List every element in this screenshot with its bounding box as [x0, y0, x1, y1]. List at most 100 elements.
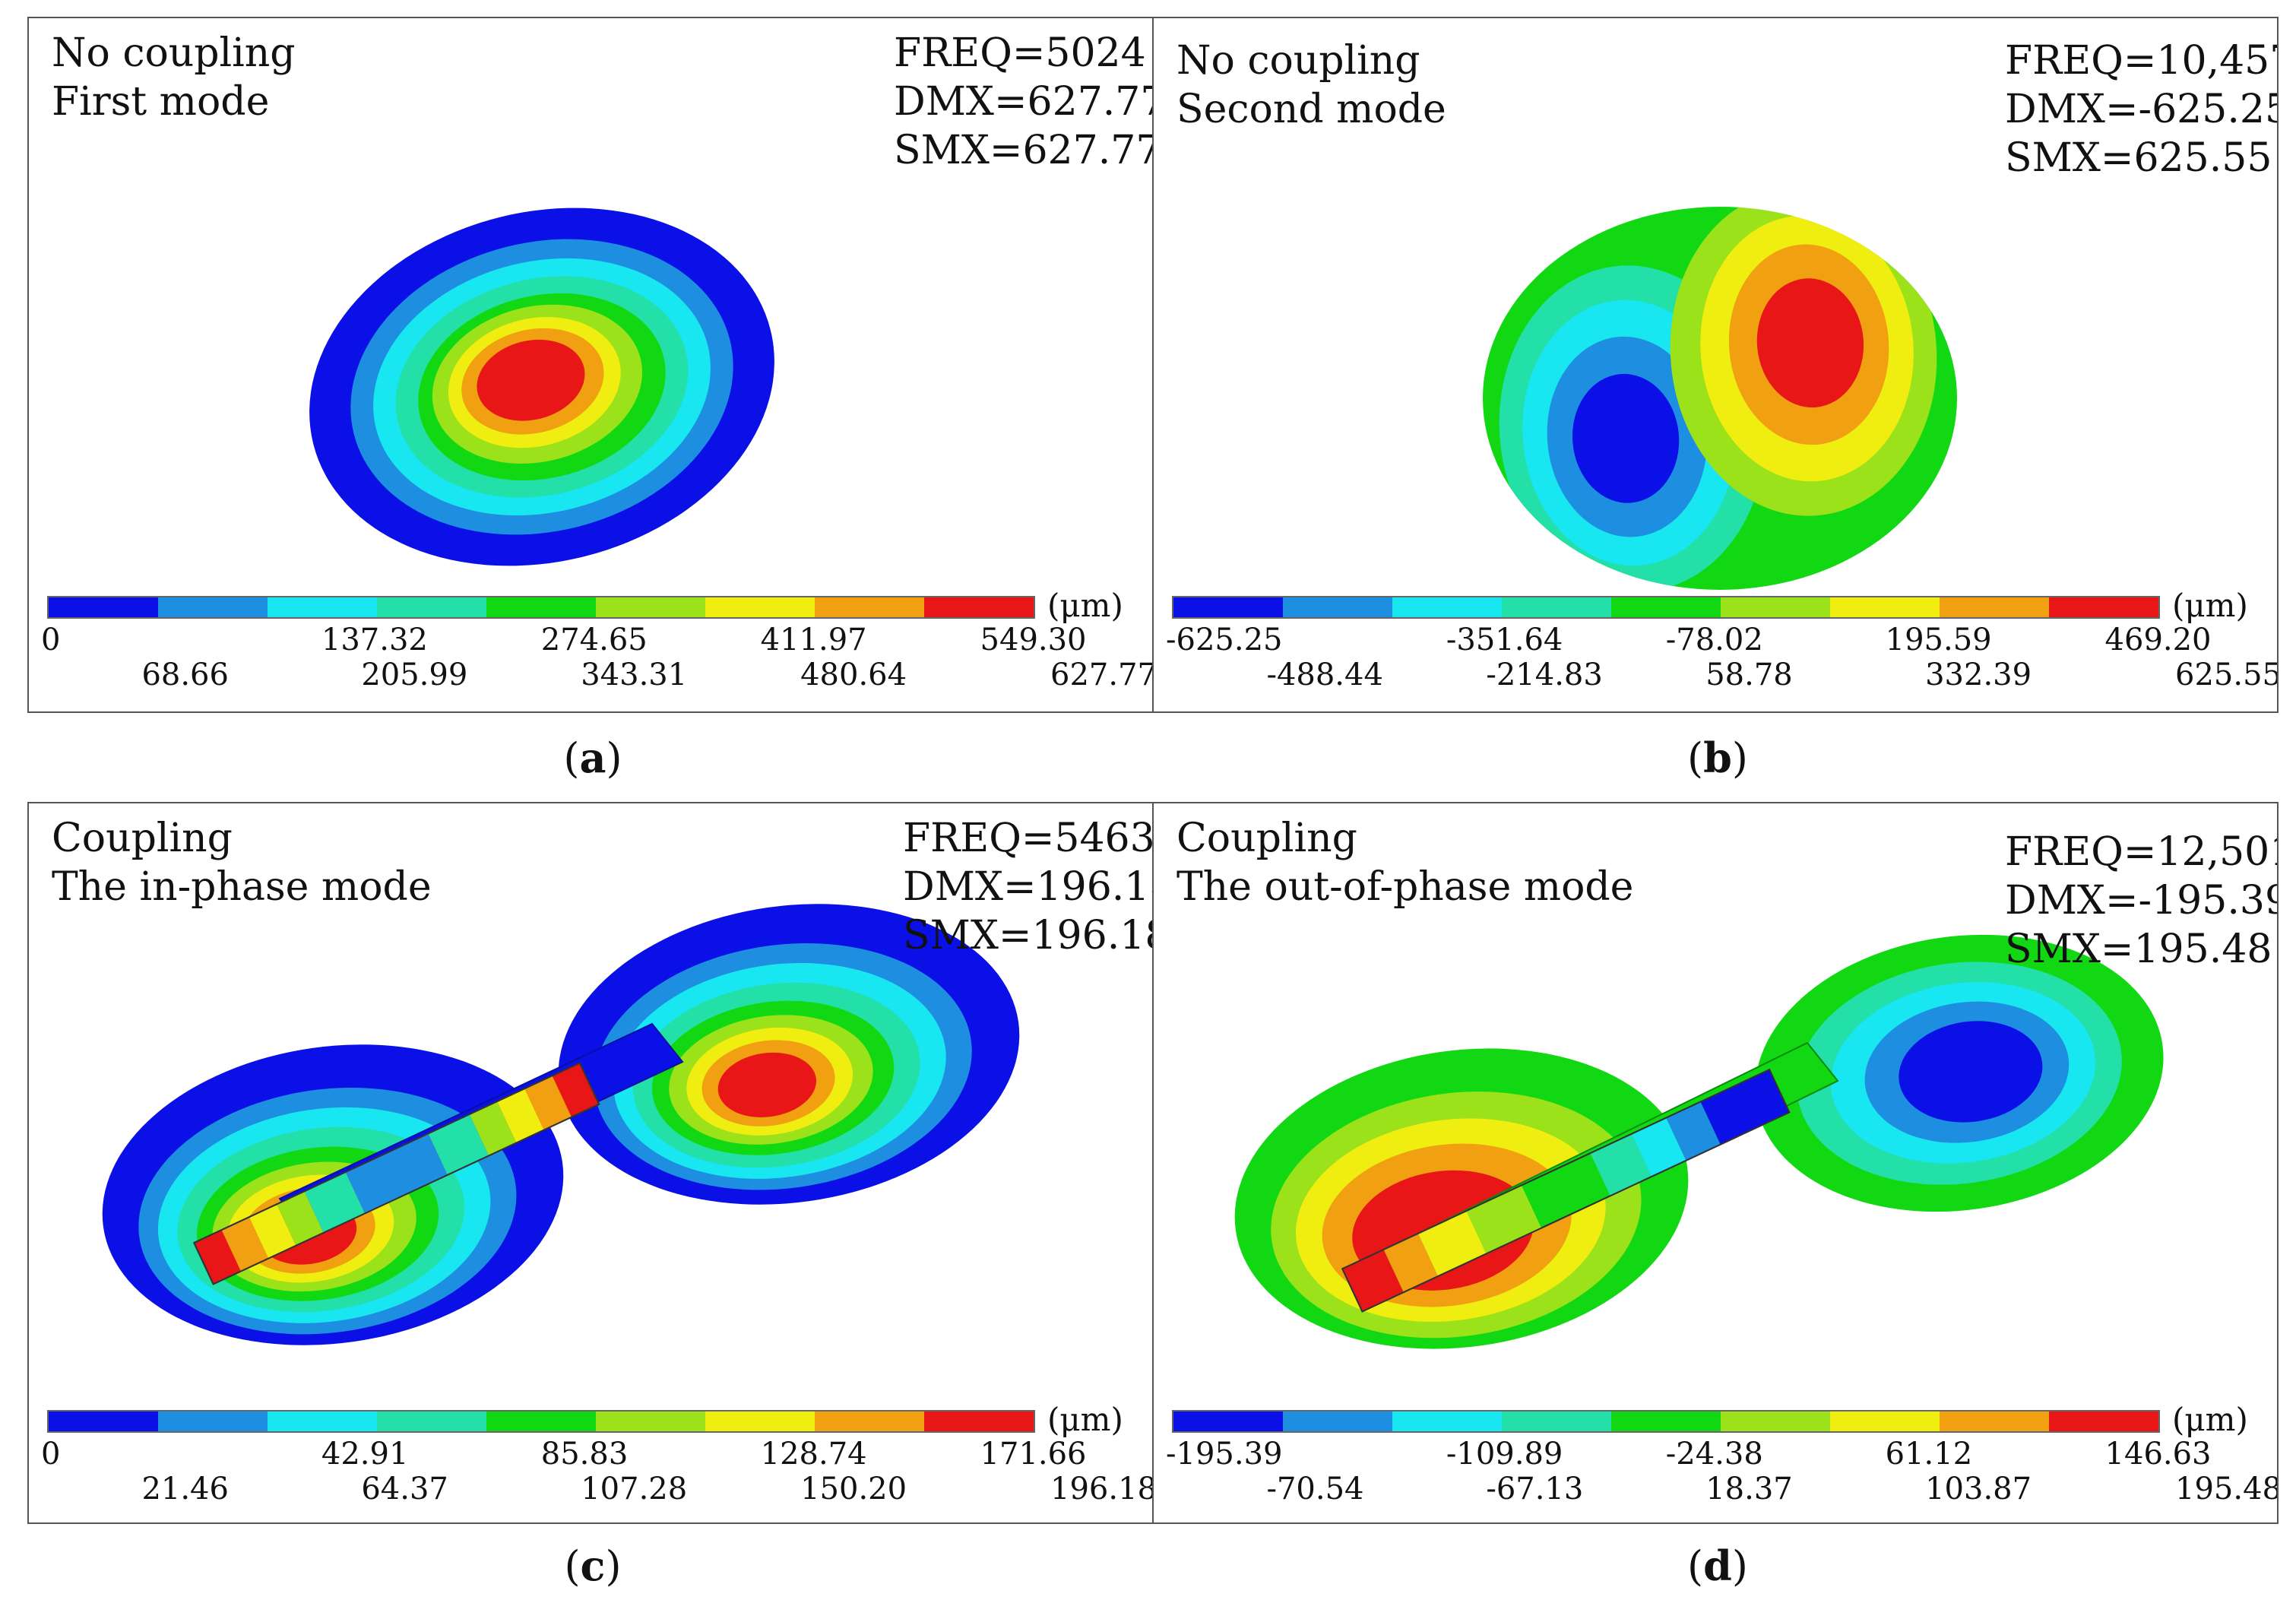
- panel-b-unit: (μm): [2172, 587, 2248, 624]
- colorbar-segment-9: [2049, 597, 2158, 617]
- colorbar-segment-7: [1830, 597, 1940, 617]
- panel-b-second-mode: No coupling Second mode FREQ=10,457 DMX=…: [1152, 17, 2279, 713]
- tick-label-top: -351.64: [1446, 623, 1563, 657]
- colorbar-segment-5: [486, 1411, 596, 1431]
- colorbar-segment-3: [268, 1411, 377, 1431]
- panel-a-smx: SMX=627.77: [894, 128, 1154, 173]
- tick-label-bottom: -67.13: [1486, 1472, 1584, 1507]
- panel-d-dmx: DMX=-195.39: [2005, 878, 2279, 924]
- tick-label-bottom: 332.39: [1925, 657, 2032, 692]
- colorbar-segment-3: [268, 597, 377, 617]
- colorbar-segment-5: [486, 597, 596, 617]
- tick-label-bottom: -70.54: [1266, 1472, 1364, 1507]
- tick-label-bottom: -214.83: [1486, 657, 1603, 692]
- tick-label-bottom: 107.28: [581, 1472, 688, 1507]
- panel-a-colorbar: [47, 596, 1035, 619]
- tick-label-top: -78.02: [1665, 623, 1763, 657]
- tick-label-top: 274.65: [540, 623, 648, 657]
- panel-b-contour-plot: [1483, 207, 1957, 590]
- tick-label-bottom: 68.66: [141, 657, 229, 692]
- colorbar-segment-1: [1173, 1411, 1283, 1431]
- panel-a-first-mode: No coupling First mode FREQ=5024 DMX=627…: [27, 17, 1154, 713]
- contour-band-9: [477, 339, 585, 421]
- panel-a-title-line2: First mode: [52, 79, 270, 125]
- panel-d-colorbar: [1172, 1410, 2160, 1433]
- colorbar-segment-9: [924, 597, 1034, 617]
- contour-band-9: [1756, 278, 1864, 408]
- panel-b-freq: FREQ=10,457: [2005, 38, 2279, 84]
- panel-b-colorbar: [1172, 596, 2160, 619]
- panel-c-freq: FREQ=5463: [903, 816, 1154, 861]
- tick-label-top: 61.12: [1885, 1437, 1973, 1472]
- tick-label-top: 146.63: [2104, 1437, 2212, 1472]
- panel-d-smx: SMX=195.48: [2005, 927, 2272, 972]
- colorbar-segment-4: [1502, 1411, 1611, 1431]
- tick-label-top: -24.38: [1665, 1437, 1763, 1472]
- panel-c-title-line1: Coupling: [52, 816, 233, 861]
- panel-c-contour-plot: [102, 904, 1020, 1345]
- panel-c-unit: (μm): [1047, 1401, 1123, 1438]
- colorbar-segment-4: [1502, 597, 1611, 617]
- tick-label-bottom: 150.20: [800, 1472, 907, 1507]
- tick-label-top: 137.32: [321, 623, 428, 657]
- panel-a-contour-plot: [309, 208, 774, 566]
- colorbar-segment-9: [2049, 1411, 2158, 1431]
- colorbar-segment-3: [1392, 597, 1502, 617]
- tick-label-bottom: 627.77: [1050, 657, 1154, 692]
- colorbar-segment-2: [158, 1411, 268, 1431]
- colorbar-segment-8: [1940, 597, 2049, 617]
- caption-c: (c): [564, 1541, 622, 1590]
- tick-label-bottom: 480.64: [800, 657, 907, 692]
- tick-label-bottom: 64.37: [361, 1472, 448, 1507]
- caption-b: (b): [1687, 733, 1748, 782]
- panel-b-smx: SMX=625.55: [2005, 135, 2272, 181]
- panel-a-title-line1: No coupling: [52, 30, 296, 76]
- tick-label-top: 85.83: [540, 1437, 629, 1472]
- tick-label-top: 128.74: [760, 1437, 867, 1472]
- panel-c-colorbar: [47, 1410, 1035, 1433]
- colorbar-segment-1: [1173, 597, 1283, 617]
- colorbar-segment-1: [49, 1411, 158, 1431]
- tick-label-top: 469.20: [2104, 623, 2212, 657]
- panel-d-out-of-phase-mode: Coupling The out-of-phase mode FREQ=12,5…: [1152, 802, 2279, 1524]
- panel-b-title-line1: No coupling: [1177, 38, 1420, 84]
- colorbar-segment-2: [1283, 597, 1392, 617]
- tick-label-bottom: 103.87: [1925, 1472, 2032, 1507]
- tick-label-top: 0: [41, 1437, 61, 1472]
- colorbar-segment-4: [377, 1411, 486, 1431]
- panel-c-title-line2: The in-phase mode: [52, 864, 432, 910]
- tick-label-top: 0: [41, 623, 61, 657]
- panel-a-freq: FREQ=5024: [894, 30, 1146, 76]
- tick-label-bottom: 196.18: [1050, 1472, 1154, 1507]
- panel-a-dmx: DMX=627.77: [894, 79, 1154, 125]
- panel-d-title-line2: The out-of-phase mode: [1177, 864, 1634, 910]
- tick-label-bottom: 343.31: [581, 657, 688, 692]
- tick-label-bottom: 21.46: [141, 1472, 229, 1507]
- colorbar-segment-2: [158, 597, 268, 617]
- tick-label-top: 549.30: [980, 623, 1087, 657]
- tick-label-top: 171.66: [980, 1437, 1087, 1472]
- tick-label-top: 195.59: [1885, 623, 1992, 657]
- panel-d-unit: (μm): [2172, 1401, 2248, 1438]
- panel-d-title-line1: Coupling: [1177, 816, 1357, 861]
- caption-d: (d): [1687, 1541, 1748, 1590]
- colorbar-segment-5: [1611, 1411, 1721, 1431]
- colorbar-segment-5: [1611, 597, 1721, 617]
- tick-label-top: 42.91: [321, 1437, 409, 1472]
- colorbar-segment-8: [815, 597, 924, 617]
- colorbar-segment-7: [1830, 1411, 1940, 1431]
- panel-a-unit: (μm): [1047, 587, 1123, 624]
- colorbar-segment-3: [1392, 1411, 1502, 1431]
- contour-band-1: [1572, 373, 1680, 503]
- panel-b-title-line2: Second mode: [1177, 87, 1446, 132]
- colorbar-segment-7: [705, 1411, 815, 1431]
- colorbar-segment-1: [49, 597, 158, 617]
- panel-c-dmx: DMX=196.18: [903, 864, 1154, 910]
- tick-label-bottom: 205.99: [361, 657, 468, 692]
- tick-label-bottom: 195.48: [2175, 1472, 2279, 1507]
- colorbar-segment-9: [924, 1411, 1034, 1431]
- tick-label-bottom: 18.37: [1705, 1472, 1793, 1507]
- colorbar-segment-4: [377, 597, 486, 617]
- colorbar-segment-6: [596, 597, 705, 617]
- tick-label-top: -109.89: [1446, 1437, 1563, 1472]
